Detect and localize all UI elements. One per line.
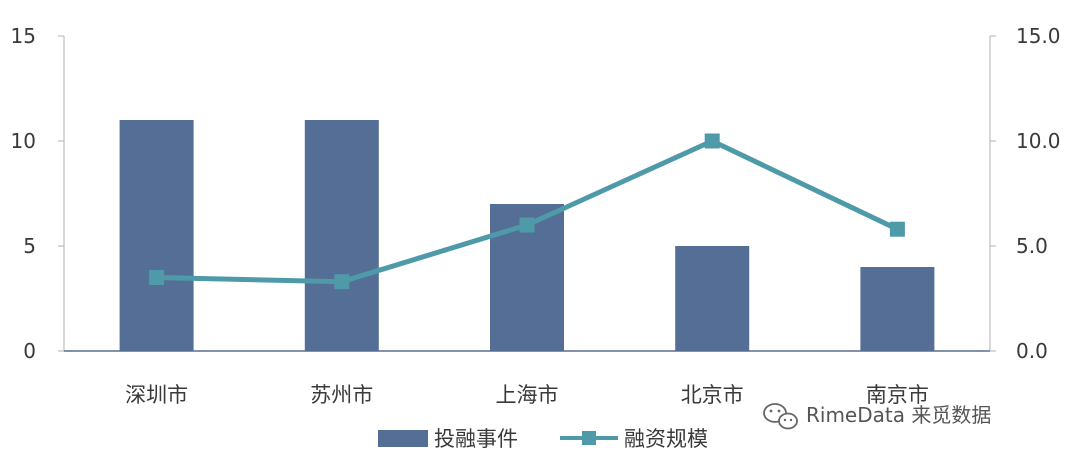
- bar-series: [119, 120, 935, 351]
- legend-bar-swatch: [378, 430, 428, 447]
- bar: [860, 267, 935, 351]
- legend-line-marker: [582, 431, 596, 445]
- legend-bar-label: 投融事件: [434, 427, 518, 451]
- legend-line-label: 融资规模: [624, 427, 708, 451]
- right-axis-tick-label: 5.0: [1016, 234, 1048, 258]
- bar: [675, 246, 750, 351]
- watermark: RimeData 来觅数据: [763, 403, 991, 430]
- left-axis-tick-label: 15: [11, 24, 36, 48]
- right-axis-tick-label: 10.0: [1016, 129, 1061, 153]
- bar: [304, 120, 379, 351]
- bar: [119, 120, 194, 351]
- category-labels: 深圳市 苏州市 上海市 北京市 南京市: [125, 383, 929, 407]
- right-axis-tick-label: 0.0: [1016, 339, 1048, 363]
- category-label: 上海市: [496, 383, 559, 407]
- left-axis-tick-label: 5: [23, 234, 36, 258]
- line-point: [889, 221, 905, 237]
- right-axis-tick-label: 15.0: [1016, 24, 1061, 48]
- category-label: 苏州市: [310, 383, 373, 407]
- left-axis-tick-label: 10: [11, 129, 36, 153]
- line-point: [704, 133, 720, 149]
- legend: 投融事件 融资规模: [378, 427, 708, 451]
- line-point: [334, 274, 350, 290]
- axes: 0 5 10 15 0.0 5.0 10.0 15.0: [11, 24, 1061, 363]
- category-label: 深圳市: [125, 383, 188, 407]
- left-axis-tick-label: 0: [23, 339, 36, 363]
- line-series: [149, 133, 905, 290]
- category-label: 北京市: [681, 383, 744, 407]
- line-point: [519, 217, 535, 233]
- category-label: 南京市: [866, 383, 929, 407]
- watermark-text: RimeData 来觅数据: [806, 403, 991, 427]
- wechat-icon: [763, 403, 798, 430]
- line-point: [149, 270, 165, 285]
